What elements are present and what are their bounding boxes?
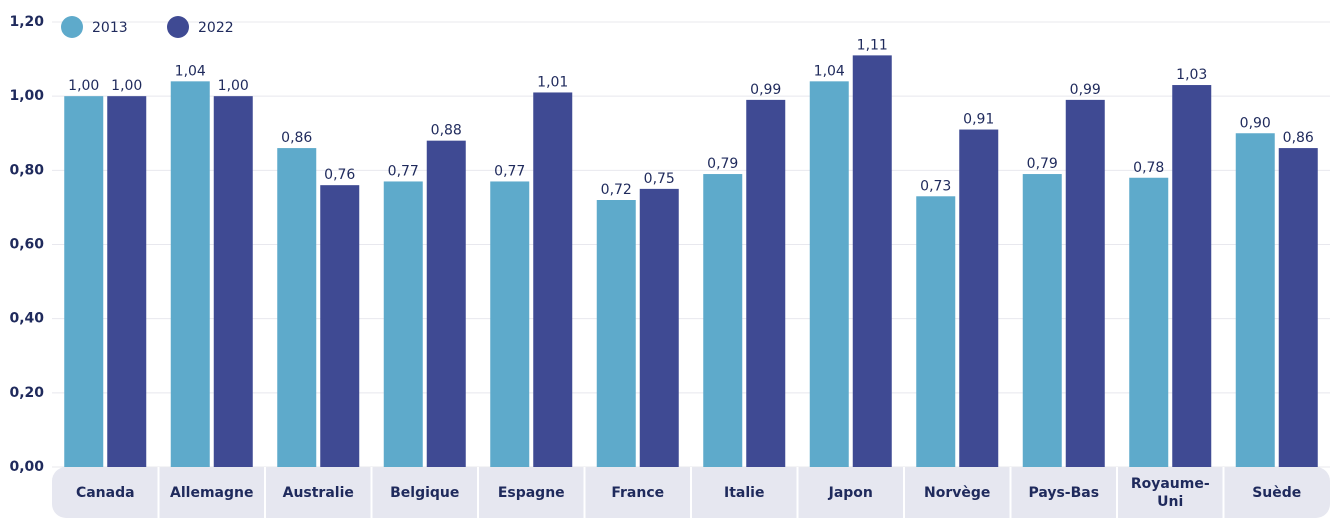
x-tick-label: Pays-Bas xyxy=(1028,485,1100,501)
y-tick-label: 0,60 xyxy=(9,237,44,253)
value-label: 0,76 xyxy=(324,167,355,183)
value-label: 0,86 xyxy=(281,130,312,146)
x-tick-label: Italie xyxy=(724,485,765,501)
x-tick-label: Japon xyxy=(828,485,873,501)
x-tick-label: France xyxy=(611,485,665,501)
y-tick-label: 0,40 xyxy=(9,311,44,327)
bar xyxy=(1129,177,1169,467)
value-label: 0,72 xyxy=(601,182,632,198)
value-label: 0,77 xyxy=(388,163,419,179)
bar xyxy=(746,99,786,467)
x-tick-label: Australie xyxy=(282,485,354,501)
value-label: 1,00 xyxy=(111,78,142,94)
bar xyxy=(703,174,743,467)
legend-swatch xyxy=(61,16,83,38)
bar xyxy=(533,92,573,467)
value-label: 0,99 xyxy=(1070,82,1101,98)
bar xyxy=(64,96,104,468)
value-label: 0,91 xyxy=(963,112,994,128)
bar xyxy=(1172,85,1212,468)
value-label: 0,77 xyxy=(494,163,525,179)
bar xyxy=(277,148,317,468)
x-tick-label: Norvège xyxy=(924,485,991,501)
value-label: 0,79 xyxy=(707,156,738,172)
value-label: 1,04 xyxy=(814,63,845,79)
value-label: 0,86 xyxy=(1283,130,1314,146)
y-tick-label: 1,00 xyxy=(9,88,44,104)
bar xyxy=(383,181,423,468)
x-tick-label: Belgique xyxy=(390,485,460,501)
value-label: 0,78 xyxy=(1133,160,1164,176)
bar xyxy=(639,188,679,467)
y-tick-label: 0,80 xyxy=(9,162,44,178)
y-tick-label: 0,20 xyxy=(9,385,44,401)
bar xyxy=(1235,133,1275,467)
value-label: 1,04 xyxy=(175,63,206,79)
value-label: 0,79 xyxy=(1027,156,1058,172)
legend-swatch xyxy=(167,16,189,38)
value-label: 0,90 xyxy=(1240,115,1271,131)
bar xyxy=(596,200,636,467)
x-tick-label: Royaume-Uni xyxy=(1130,476,1210,510)
value-label: 1,01 xyxy=(537,74,568,90)
bar xyxy=(809,81,849,467)
bar xyxy=(959,129,999,467)
bar xyxy=(213,96,253,468)
bar xyxy=(852,55,892,467)
x-tick-label: Canada xyxy=(75,485,135,501)
x-tick-label: Allemagne xyxy=(170,485,254,501)
x-tick-label: Espagne xyxy=(497,485,565,501)
value-label: 0,99 xyxy=(750,82,781,98)
y-tick-label: 1,20 xyxy=(9,14,44,30)
bar xyxy=(916,196,956,467)
value-label: 0,88 xyxy=(431,123,462,139)
bar xyxy=(1065,99,1105,467)
bar xyxy=(490,181,530,468)
x-tick-label: Suède xyxy=(1252,485,1302,501)
bar xyxy=(170,81,210,467)
bar xyxy=(1278,148,1318,468)
value-label: 1,00 xyxy=(68,78,99,94)
value-label: 1,11 xyxy=(857,37,888,53)
bar xyxy=(1022,174,1062,467)
bar xyxy=(107,96,147,468)
bar xyxy=(320,185,360,467)
value-label: 1,03 xyxy=(1176,67,1207,83)
y-tick-label: 0,00 xyxy=(9,459,44,475)
value-label: 0,75 xyxy=(644,171,675,187)
value-label: 0,73 xyxy=(920,178,951,194)
legend-label: 2013 xyxy=(92,20,128,36)
bar xyxy=(426,140,466,467)
value-label: 1,00 xyxy=(218,78,249,94)
legend-label: 2022 xyxy=(198,20,234,36)
